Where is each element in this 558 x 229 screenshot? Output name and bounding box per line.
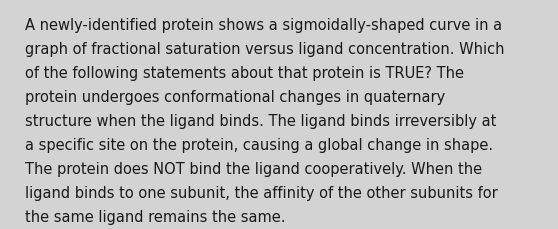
Text: structure when the ligand binds. The ligand binds irreversibly at: structure when the ligand binds. The lig… [25, 114, 497, 128]
Text: A newly-identified protein shows a sigmoidally-shaped curve in a: A newly-identified protein shows a sigmo… [25, 18, 502, 33]
Text: graph of fractional saturation versus ligand concentration. Which: graph of fractional saturation versus li… [25, 42, 504, 57]
Text: a specific site on the protein, causing a global change in shape.: a specific site on the protein, causing … [25, 137, 493, 152]
Text: ligand binds to one subunit, the affinity of the other subunits for: ligand binds to one subunit, the affinit… [25, 185, 498, 200]
Text: protein undergoes conformational changes in quaternary: protein undergoes conformational changes… [25, 90, 445, 105]
Text: The protein does NOT bind the ligand cooperatively. When the: The protein does NOT bind the ligand coo… [25, 161, 482, 176]
Text: of the following statements about that protein is TRUE? The: of the following statements about that p… [25, 66, 464, 81]
Text: the same ligand remains the same.: the same ligand remains the same. [25, 209, 286, 224]
